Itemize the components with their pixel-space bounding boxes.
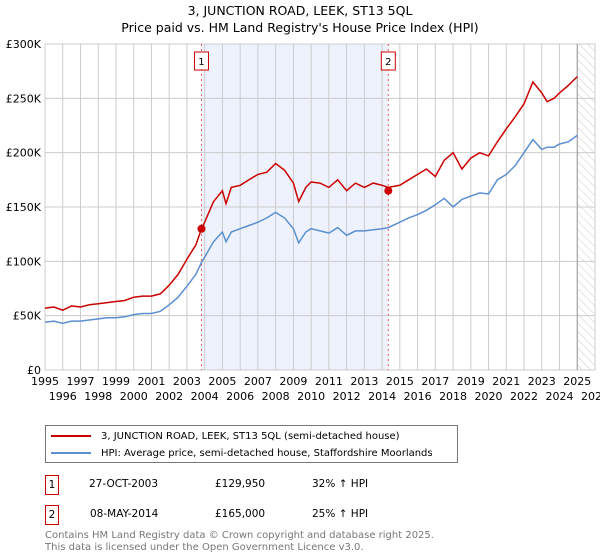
sale-date: 08-MAY-2014 xyxy=(90,508,159,520)
legend-item-hpi: HPI: Average price, semi-detached house,… xyxy=(46,445,433,461)
x-tick-label: 2002 xyxy=(155,390,183,403)
chart-subtitle: Price paid vs. HM Land Registry's House … xyxy=(121,20,479,35)
x-tick-label: 2022 xyxy=(510,390,538,403)
x-tick-label: 2026 xyxy=(581,390,600,403)
x-tick-label: 2023 xyxy=(528,375,556,388)
x-tick-label: 2000 xyxy=(120,390,148,403)
sale-price: £165,000 xyxy=(215,508,266,520)
legend-label-property: 3, JUNCTION ROAD, LEEK, ST13 5QL (semi-d… xyxy=(101,430,400,442)
x-tick-label: 1999 xyxy=(102,375,130,388)
legend-swatch-hpi xyxy=(51,452,91,454)
y-tick-label: £300K xyxy=(6,38,42,51)
x-tick-label: 2016 xyxy=(404,390,432,403)
y-tick-label: £50K xyxy=(13,310,42,323)
x-tick-label: 2019 xyxy=(457,375,485,388)
sale-delta: 32% ↑ HPI xyxy=(312,478,369,490)
y-tick-label: £250K xyxy=(6,92,42,105)
x-tick-label: 2018 xyxy=(439,390,467,403)
x-tick-label: 2017 xyxy=(421,375,449,388)
x-tick-label: 2003 xyxy=(173,375,201,388)
plot-border xyxy=(44,43,596,371)
sale-row-1: 1 27-OCT-2003 £129,950 32% ↑ HPI xyxy=(45,475,545,495)
x-tick-label: 1996 xyxy=(49,390,77,403)
sale-badge: 2 xyxy=(45,505,59,525)
x-tick-label: 2012 xyxy=(333,390,361,403)
x-tick-label: 2011 xyxy=(315,375,343,388)
legend-label-hpi: HPI: Average price, semi-detached house,… xyxy=(101,447,433,459)
sale-delta: 25% ↑ HPI xyxy=(312,508,369,520)
sale-point xyxy=(384,186,393,195)
x-tick-label: 2014 xyxy=(368,390,396,403)
x-tick-label: 2013 xyxy=(350,375,378,388)
sale-point xyxy=(197,224,206,233)
sale-marker-box xyxy=(193,51,209,71)
sale-marker-label: 2 xyxy=(385,57,391,68)
x-tick-label: 2008 xyxy=(262,390,290,403)
legend: 3, JUNCTION ROAD, LEEK, ST13 5QL (semi-d… xyxy=(45,425,458,463)
sale-date: 27-OCT-2003 xyxy=(89,478,158,490)
x-tick-label: 2024 xyxy=(546,390,574,403)
sale-price: £129,950 xyxy=(215,478,266,490)
hpi-line xyxy=(44,134,578,325)
y-tick-label: £100K xyxy=(6,255,42,268)
x-tick-label: 2021 xyxy=(492,375,520,388)
x-tick-label: 2015 xyxy=(386,375,414,388)
property-line xyxy=(44,76,578,312)
sale-badge: 1 xyxy=(45,475,59,495)
legend-item-property: 3, JUNCTION ROAD, LEEK, ST13 5QL (semi-d… xyxy=(46,428,400,444)
y-tick-label: £200K xyxy=(6,147,42,160)
x-tick-label: 2007 xyxy=(244,375,272,388)
sale-row-2: 2 08-MAY-2014 £165,000 25% ↑ HPI xyxy=(45,505,545,525)
x-tick-label: 2025 xyxy=(563,375,591,388)
chart-title: 3, JUNCTION ROAD, LEEK, ST13 5QL xyxy=(187,3,413,18)
sale-marker-label: 1 xyxy=(198,57,204,68)
footer-line-2: This data is licensed under the Open Gov… xyxy=(45,542,364,553)
legend-swatch-property xyxy=(51,435,91,437)
y-tick-label: £0 xyxy=(27,364,41,377)
x-tick-label: 1995 xyxy=(31,375,59,388)
y-tick-label: £150K xyxy=(6,201,42,214)
x-tick-label: 2001 xyxy=(137,375,165,388)
price-chart: 1995 1996 1997 1998 1999 2000 2001 2002 2003 2004… xyxy=(6,38,600,403)
x-tick-label: 2020 xyxy=(475,390,503,403)
x-tick-label: 2005 xyxy=(208,375,236,388)
x-tick-label: 2010 xyxy=(297,390,325,403)
x-tick-label: 2009 xyxy=(279,375,307,388)
x-tick-label: 2004 xyxy=(191,390,219,403)
footer-line-1: Contains HM Land Registry data © Crown c… xyxy=(45,530,434,541)
x-tick-label: 1997 xyxy=(66,375,94,388)
x-tick-label: 2006 xyxy=(226,390,254,403)
sale-marker-box xyxy=(380,51,396,71)
x-tick-label: 1998 xyxy=(84,390,112,403)
footer: Contains HM Land Registry data © Crown c… xyxy=(45,530,434,554)
